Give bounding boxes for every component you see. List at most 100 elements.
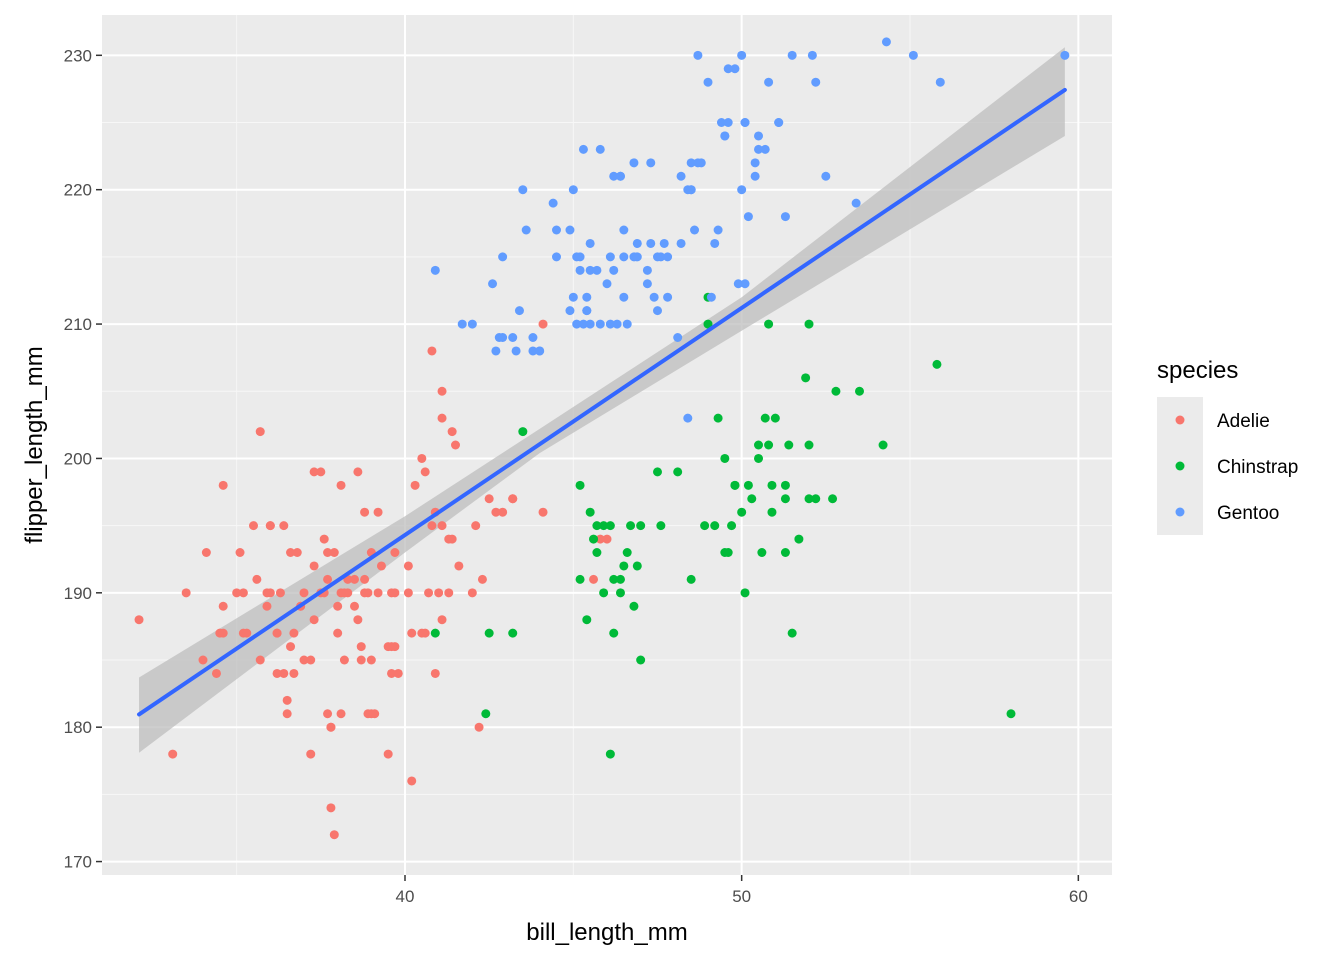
point-gentoo [696, 158, 706, 168]
point-chinstrap [760, 413, 770, 423]
point-adelie [353, 467, 363, 477]
point-adelie [498, 507, 508, 517]
point-adelie [410, 480, 420, 490]
point-adelie [491, 507, 501, 517]
point-adelie [238, 588, 248, 598]
point-chinstrap [770, 413, 780, 423]
point-adelie [595, 534, 605, 544]
point-gentoo [609, 265, 619, 275]
point-adelie [427, 521, 437, 531]
point-gentoo [690, 225, 700, 235]
point-gentoo [821, 171, 831, 181]
point-gentoo [575, 265, 585, 275]
point-chinstrap [575, 480, 585, 490]
point-gentoo [743, 212, 753, 222]
point-gentoo [723, 118, 733, 127]
point-adelie [602, 534, 612, 544]
point-gentoo [578, 319, 588, 329]
point-chinstrap [484, 628, 494, 638]
point-gentoo [659, 238, 669, 248]
point-adelie [427, 346, 437, 356]
x-axis-ticks: 40 50 60 [396, 875, 1088, 906]
point-adelie [454, 561, 464, 571]
point-gentoo [632, 238, 642, 248]
point-gentoo [605, 252, 615, 262]
point-adelie [339, 588, 349, 598]
y-axis-ticks: 170 180 190 200 210 220 230 [64, 46, 102, 872]
point-chinstrap [609, 574, 619, 584]
point-gentoo [622, 319, 632, 329]
point-adelie [306, 749, 316, 759]
point-chinstrap [653, 467, 662, 477]
point-adelie [474, 722, 484, 732]
point-gentoo [552, 252, 561, 262]
point-gentoo [585, 319, 595, 329]
point-chinstrap [619, 561, 629, 571]
point-gentoo [612, 319, 622, 329]
x-tick-label: 60 [1069, 887, 1088, 906]
point-chinstrap [582, 615, 592, 625]
point-chinstrap [787, 628, 797, 638]
point-adelie [471, 521, 481, 531]
point-gentoo [572, 319, 582, 329]
point-chinstrap [673, 467, 683, 477]
point-adelie [390, 548, 400, 557]
point-adelie [350, 601, 359, 611]
point-adelie [211, 668, 221, 678]
point-adelie [353, 615, 363, 625]
data-points [134, 37, 1070, 840]
point-gentoo [676, 238, 686, 248]
point-adelie [383, 749, 393, 759]
point-chinstrap [626, 521, 636, 531]
point-gentoo [686, 158, 696, 168]
point-gentoo [498, 252, 508, 262]
point-gentoo [676, 171, 686, 181]
point-chinstrap [932, 359, 942, 369]
point-adelie [360, 588, 370, 598]
y-axis-title: flipper_length_mm [21, 346, 48, 543]
point-adelie [451, 440, 460, 450]
point-adelie [299, 588, 309, 598]
point-gentoo [787, 50, 797, 60]
point-chinstrap [589, 534, 599, 544]
legend-label-adelie: Adelie [1217, 411, 1270, 432]
point-adelie [282, 695, 292, 705]
point-gentoo [908, 50, 918, 60]
y-tick-label: 230 [64, 46, 92, 65]
point-chinstrap [801, 373, 811, 383]
point-gentoo [646, 238, 656, 248]
point-adelie [279, 521, 289, 531]
point-gentoo [663, 252, 673, 262]
point-gentoo [548, 198, 558, 208]
legend-key-adelie [1175, 415, 1185, 425]
point-chinstrap [636, 655, 646, 665]
point-chinstrap [804, 319, 814, 329]
point-chinstrap [636, 521, 646, 531]
point-adelie [434, 588, 444, 598]
point-gentoo [656, 252, 666, 262]
point-chinstrap [754, 440, 763, 450]
point-gentoo [467, 319, 477, 329]
point-gentoo [585, 238, 595, 248]
point-chinstrap [622, 548, 632, 557]
point-adelie [286, 642, 296, 652]
point-chinstrap [615, 588, 625, 598]
point-adelie [366, 655, 376, 665]
legend-key-gentoo [1175, 507, 1185, 517]
point-adelie [484, 494, 494, 504]
point-gentoo [578, 144, 588, 154]
legend-label-gentoo: Gentoo [1217, 503, 1279, 524]
point-gentoo [609, 171, 619, 181]
point-adelie [437, 521, 447, 531]
point-adelie [360, 507, 370, 517]
point-adelie [242, 628, 252, 638]
point-adelie [508, 494, 518, 504]
point-adelie [447, 534, 457, 544]
point-adelie [309, 615, 319, 625]
point-adelie [417, 453, 427, 463]
trend-line [137, 87, 1067, 717]
point-gentoo [780, 212, 790, 222]
point-gentoo [430, 265, 440, 275]
y-tick-label: 200 [64, 449, 92, 468]
